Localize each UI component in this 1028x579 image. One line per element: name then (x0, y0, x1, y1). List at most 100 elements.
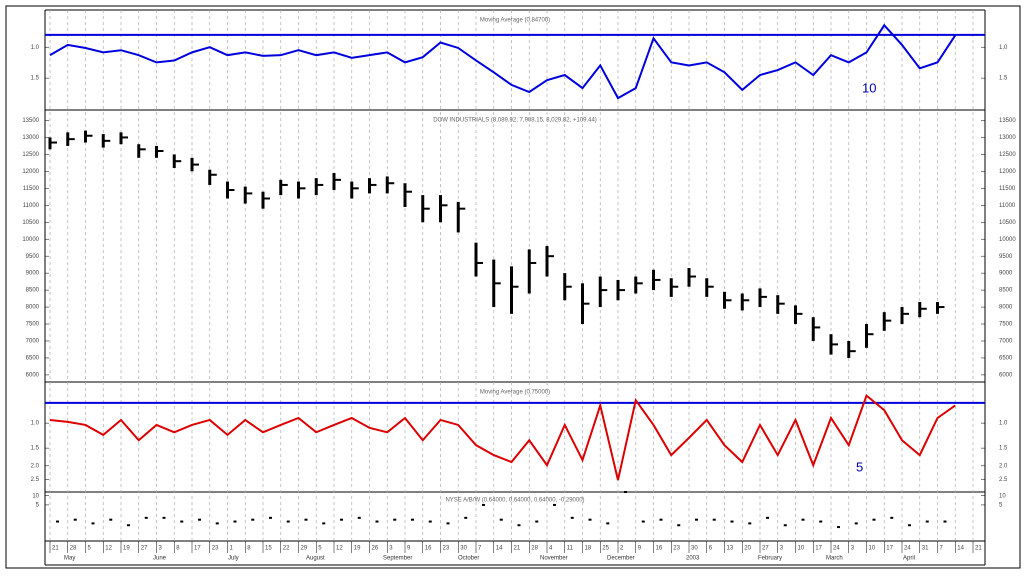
x-tick-label: 20 (744, 546, 751, 552)
line-series (49, 393, 956, 481)
x-tick-label: 17 (194, 546, 201, 552)
y-tick-label: 7500 (26, 322, 40, 328)
x-tick-label: 17 (815, 546, 822, 552)
panel-title: NYSE A/B/W (0.64000, 0.64000, 0.64000, -… (445, 498, 584, 504)
x-tick-label: 14 (496, 546, 503, 552)
x-tick-label: 23 (443, 546, 450, 552)
y-tick-label: 8500 (26, 288, 40, 294)
y-tick-label-right: 9500 (999, 254, 1013, 260)
dot (286, 520, 290, 523)
y-tick-label: 13000 (22, 135, 39, 141)
dot (766, 516, 769, 519)
y-tick-label: 10500 (22, 220, 39, 226)
x-tick-label: 16 (656, 546, 663, 552)
x-tick-label: 6 (709, 546, 713, 552)
y-tick-label-right: 7500 (999, 322, 1013, 328)
dot (517, 524, 521, 527)
x-tick-label: 24 (904, 546, 911, 552)
y-tick-label: 12500 (22, 152, 39, 158)
x-tick-label: 27 (141, 546, 148, 552)
y-tick-label: 1.0 (31, 45, 40, 51)
x-tick-label: 21 (975, 546, 982, 552)
x-tick-label: 24 (833, 546, 840, 552)
x-tick-label: 18 (585, 546, 592, 552)
y-tick-label: 8000 (26, 305, 40, 311)
dot (411, 518, 414, 521)
dot (695, 518, 698, 521)
month-label: August (306, 556, 325, 562)
x-tick-label: 3 (851, 546, 855, 552)
dot (943, 520, 947, 523)
dot (393, 518, 397, 521)
x-tick-label: 28 (531, 546, 538, 552)
x-tick-label: 25 (602, 546, 609, 552)
dot (872, 518, 876, 521)
x-tick-label: 7 (940, 546, 944, 552)
panel-title: Moving Average (0.75000) (480, 390, 550, 396)
dot (570, 516, 574, 519)
dot (198, 518, 201, 521)
y-tick-label: 6000 (26, 372, 40, 378)
dot (624, 491, 627, 493)
dot (144, 516, 148, 519)
x-tick-label: 5 (318, 546, 322, 552)
y-tick-label: 9000 (26, 271, 40, 277)
dot (677, 524, 681, 527)
x-tick-label: 12 (105, 546, 112, 552)
dot (162, 516, 166, 519)
y-tick-label-right: 12500 (999, 152, 1016, 158)
y-tick-label: 2.0 (31, 463, 40, 469)
y-tick-label: 11000 (23, 203, 40, 209)
x-tick-label: 22 (283, 546, 290, 552)
x-tick-label: 15 (265, 546, 272, 552)
y-tick-label-right: 13500 (999, 118, 1016, 124)
dot (340, 518, 343, 521)
x-tick-label: 10 (798, 546, 805, 552)
y-tick-label: 10000 (22, 237, 39, 243)
y-tick-label-right: 2.0 (999, 463, 1008, 469)
x-tick-label: 3 (780, 546, 784, 552)
y-tick-label-right: 11500 (999, 186, 1016, 192)
month-label: September (383, 556, 412, 562)
dot (91, 522, 95, 525)
y-tick-label: 13500 (22, 118, 39, 124)
y-tick-label-right: 1.0 (999, 45, 1008, 51)
x-tick-label: 29 (301, 546, 308, 552)
dot (215, 522, 219, 525)
x-tick-label: 21 (514, 546, 521, 552)
y-tick-label-right: 10 (999, 493, 1006, 499)
dot (748, 522, 752, 525)
y-tick-label: 5 (36, 503, 40, 509)
x-tick-label: 12 (336, 546, 343, 552)
y-tick-label-right: 6500 (999, 356, 1013, 362)
x-tick-label: 19 (123, 546, 130, 552)
dot (925, 520, 929, 523)
month-label: July (228, 556, 239, 562)
dot (73, 518, 77, 521)
x-tick-label: 17 (886, 546, 893, 552)
y-tick-label-right: 2.5 (999, 477, 1008, 483)
y-tick-label-right: 12000 (999, 169, 1016, 175)
dot (588, 518, 592, 521)
x-tick-label: 8 (176, 546, 180, 552)
y-tick-label: 1.5 (31, 446, 40, 452)
dot (357, 516, 361, 519)
y-tick-label-right: 13000 (999, 135, 1016, 141)
x-tick-label: 3 (389, 546, 393, 552)
x-tick-label: 30 (691, 546, 698, 552)
x-tick-label: 19 (354, 546, 361, 552)
x-tick-label: 30 (460, 546, 467, 552)
y-tick-label-right: 9000 (999, 271, 1013, 277)
y-tick-label-right: 10500 (999, 220, 1016, 226)
y-tick-label: 2.5 (31, 477, 40, 483)
x-tick-label: 9 (407, 546, 411, 552)
dot (801, 518, 805, 521)
x-tick-label: 1 (230, 546, 234, 552)
month-label: November (540, 556, 568, 562)
y-tick-label-right: 6000 (999, 372, 1013, 378)
y-tick-label-right: 1.5 (999, 76, 1008, 82)
dot (783, 524, 787, 527)
dot (251, 518, 255, 521)
x-tick-label: 21 (52, 546, 59, 552)
panel-title: Moving Average (0.84700) (480, 18, 550, 24)
